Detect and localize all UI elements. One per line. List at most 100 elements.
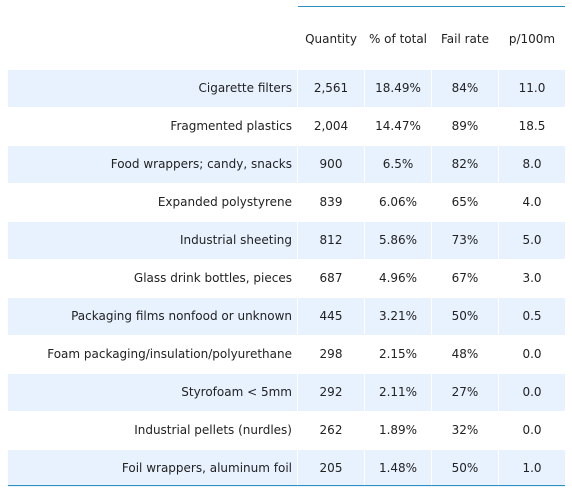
column-separator bbox=[364, 412, 365, 449]
column-separator bbox=[364, 336, 365, 373]
column-separator bbox=[498, 260, 499, 297]
table-cell: 6.06% bbox=[378, 195, 418, 209]
table-row: Industrial pellets (nurdles) 262 1.89% 32% 0… bbox=[8, 412, 565, 449]
table-cell: 6.5% bbox=[382, 157, 414, 171]
column-header: Quantity bbox=[305, 32, 357, 46]
table-row: Fragmented plastics 2,004 14.47% 89% 18.5 bbox=[8, 108, 565, 145]
column-separator bbox=[364, 450, 365, 487]
table-cell: 445 bbox=[319, 309, 343, 323]
column-separator bbox=[431, 108, 432, 145]
row-label: Cigarette filters bbox=[198, 81, 292, 95]
column-separator bbox=[498, 146, 499, 183]
column-separator bbox=[431, 260, 432, 297]
column-separator bbox=[297, 146, 298, 183]
table-cell: 8.0 bbox=[522, 157, 542, 171]
row-label: Foam packaging/insulation/polyurethane bbox=[47, 347, 292, 361]
table-cell: 89% bbox=[451, 119, 479, 133]
column-separator bbox=[498, 108, 499, 145]
table-cell: 14.47% bbox=[375, 119, 421, 133]
table-cell: 2.11% bbox=[378, 385, 418, 399]
column-separator bbox=[364, 298, 365, 335]
table-row: Foil wrappers, aluminum foil 205 1.48% 50% 1… bbox=[8, 450, 565, 487]
column-separator bbox=[364, 222, 365, 259]
column-header: Fail rate bbox=[440, 32, 489, 46]
table-cell: 73% bbox=[451, 233, 479, 247]
table-cell: 4.96% bbox=[378, 271, 418, 285]
column-separator bbox=[498, 184, 499, 221]
row-label: Foil wrappers, aluminum foil bbox=[121, 461, 292, 475]
table-cell: 65% bbox=[451, 195, 479, 209]
column-separator bbox=[431, 184, 432, 221]
row-label: Expanded polystyrene bbox=[157, 195, 292, 209]
column-header: p/100m bbox=[508, 32, 556, 46]
table-row: Glass drink bottles, pieces 687 4.96% 67% 3.… bbox=[8, 260, 565, 297]
table-cell: 0.0 bbox=[522, 423, 542, 437]
column-separator bbox=[431, 450, 432, 487]
column-separator bbox=[297, 374, 298, 411]
column-separator bbox=[364, 260, 365, 297]
table-cell: 900 bbox=[319, 157, 343, 171]
column-separator bbox=[364, 146, 365, 183]
row-label: Styrofoam < 5mm bbox=[181, 385, 292, 399]
table-row: Foam packaging/insulation/polyurethane 29… bbox=[8, 336, 565, 373]
row-label: Packaging films nonfood or unknown bbox=[71, 309, 292, 323]
column-separator bbox=[431, 70, 432, 107]
table-cell: 839 bbox=[319, 195, 343, 209]
column-separator bbox=[431, 374, 432, 411]
table-cell: 2,561 bbox=[313, 81, 349, 95]
table-row: Cigarette filters 2,561 18.49% 84% 11.0 bbox=[8, 70, 565, 107]
column-separator bbox=[364, 374, 365, 411]
table-cell: 50% bbox=[451, 309, 479, 323]
table-cell: 82% bbox=[451, 157, 479, 171]
table-cell: 0.5 bbox=[522, 309, 542, 323]
table-cell: 48% bbox=[451, 347, 479, 361]
column-separator bbox=[431, 412, 432, 449]
column-separator bbox=[297, 70, 298, 107]
row-label: Food wrappers; candy, snacks bbox=[110, 157, 292, 171]
table-top-rule bbox=[298, 6, 565, 7]
table-cell: 11.0 bbox=[518, 81, 546, 95]
column-separator bbox=[498, 70, 499, 107]
table-cell: 27% bbox=[451, 385, 479, 399]
column-separator bbox=[297, 184, 298, 221]
column-separator bbox=[364, 184, 365, 221]
table-cell: 4.0 bbox=[522, 195, 542, 209]
table-row: Expanded polystyrene 839 6.06% 65% 4.0 bbox=[8, 184, 565, 221]
column-separator bbox=[364, 108, 365, 145]
column-separator bbox=[431, 222, 432, 259]
column-separator bbox=[498, 298, 499, 335]
column-separator bbox=[297, 450, 298, 487]
column-separator bbox=[498, 222, 499, 259]
table-cell: 3.0 bbox=[522, 271, 542, 285]
table-cell: 1.0 bbox=[522, 461, 542, 475]
table-cell: 2.15% bbox=[378, 347, 418, 361]
column-separator bbox=[431, 336, 432, 373]
table-cell: 84% bbox=[451, 81, 479, 95]
table-cell: 205 bbox=[319, 461, 343, 475]
table-cell: 0.0 bbox=[522, 347, 542, 361]
table-cell: 50% bbox=[451, 461, 479, 475]
column-separator bbox=[498, 412, 499, 449]
row-label: Fragmented plastics bbox=[170, 119, 292, 133]
column-separator bbox=[498, 450, 499, 487]
table-cell: 1.89% bbox=[378, 423, 418, 437]
column-separator bbox=[297, 298, 298, 335]
table-cell: 262 bbox=[319, 423, 343, 437]
table-cell: 298 bbox=[319, 347, 343, 361]
column-separator bbox=[297, 108, 298, 145]
column-separator bbox=[431, 146, 432, 183]
column-separator bbox=[297, 412, 298, 449]
table-cell: 687 bbox=[319, 271, 343, 285]
table-cell: 812 bbox=[319, 233, 343, 247]
table-cell: 3.21% bbox=[378, 309, 418, 323]
table-row: Styrofoam < 5mm 292 2.11% 27% 0.0 bbox=[8, 374, 565, 411]
table-cell: 67% bbox=[451, 271, 479, 285]
table-cell: 2,004 bbox=[313, 119, 349, 133]
column-separator bbox=[297, 260, 298, 297]
table-cell: 1.48% bbox=[378, 461, 418, 475]
table-cell: 5.0 bbox=[522, 233, 542, 247]
table-cell: 18.49% bbox=[375, 81, 421, 95]
table-cell: 0.0 bbox=[522, 385, 542, 399]
column-separator bbox=[498, 336, 499, 373]
